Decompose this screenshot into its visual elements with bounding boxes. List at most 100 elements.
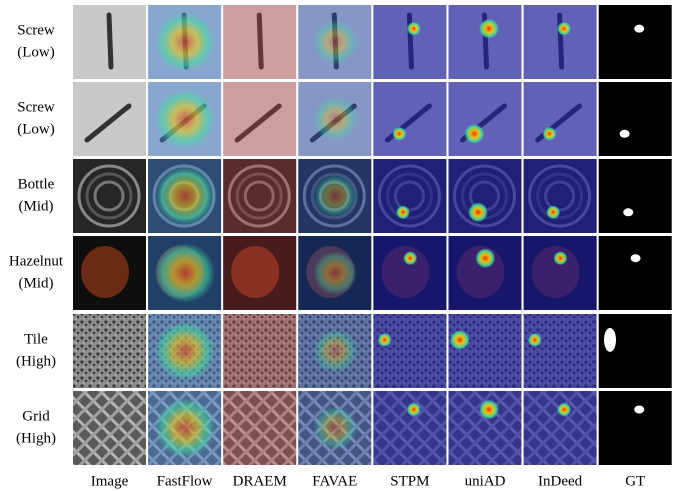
gt-mask: [599, 82, 672, 156]
cell: [524, 82, 597, 156]
cell: [223, 5, 296, 79]
cell: [449, 5, 522, 79]
anomaly: [378, 333, 392, 347]
cell: [373, 82, 446, 156]
column-label: DRAEM: [233, 473, 287, 489]
column-label: FAVAE: [312, 473, 357, 489]
column-label: GT: [625, 473, 645, 489]
cell: [298, 236, 371, 310]
heatmap-hot: [313, 406, 357, 450]
anomaly: [464, 124, 484, 144]
heatmap-hot: [155, 243, 215, 303]
heatmap: [223, 82, 296, 156]
cell: [524, 5, 597, 79]
heatmap: [449, 5, 522, 79]
cell: [223, 314, 296, 388]
anomaly: [557, 22, 571, 36]
cell: [373, 159, 446, 233]
heatmap-hot: [313, 174, 357, 218]
cell: [373, 314, 446, 388]
anomaly: [546, 205, 560, 219]
heatmap: [524, 314, 597, 388]
row-label: (Mid): [19, 275, 54, 291]
cell: [148, 159, 221, 233]
row-label: Screw: [17, 22, 55, 38]
cell: [373, 236, 446, 310]
row-label: (Low): [17, 121, 55, 137]
screw: [109, 15, 111, 67]
heatmap: [524, 391, 597, 465]
cell: [449, 82, 522, 156]
heatmap-hot: [155, 398, 215, 458]
image: [73, 314, 146, 388]
row-label: (High): [16, 353, 56, 369]
heatmap: [449, 314, 522, 388]
heatmap: [449, 82, 522, 156]
gt-region: [634, 25, 644, 33]
cell: [73, 314, 146, 388]
cell: [373, 391, 446, 465]
heatmap-hot: [155, 89, 215, 149]
heatmap-hot: [313, 251, 357, 295]
cell: [449, 391, 522, 465]
heatmap: [449, 236, 522, 310]
row-label: Hazelnut: [9, 253, 64, 269]
heatmap: [223, 236, 296, 310]
row-label: Bottle: [18, 176, 55, 192]
image: [73, 391, 146, 465]
heatmap: [373, 236, 446, 310]
anomaly: [450, 330, 470, 350]
anomaly: [475, 248, 495, 268]
heatmap: [449, 159, 522, 233]
anomaly: [468, 202, 488, 222]
cell: [449, 314, 522, 388]
anomaly: [553, 251, 567, 265]
gt-region: [631, 254, 641, 262]
heatmap: [223, 159, 296, 233]
figure: Screw(Low)Screw(Low)Bottle(Mid)Hazelnut(…: [0, 0, 686, 491]
heatmap: [373, 5, 446, 79]
anomaly: [543, 127, 557, 141]
heatmap: [524, 236, 597, 310]
cell: [73, 159, 146, 233]
cell: [298, 5, 371, 79]
gt-mask: [599, 5, 672, 79]
column-label: uniAD: [465, 473, 506, 489]
heatmap: [373, 391, 446, 465]
heatmap-hot: [313, 329, 357, 373]
cell: [148, 236, 221, 310]
row-label: Grid: [22, 408, 50, 424]
anomaly: [396, 205, 410, 219]
cell: [599, 391, 672, 465]
gt-mask: [599, 159, 672, 233]
gt-region: [620, 130, 630, 138]
anomaly: [557, 403, 571, 417]
cell: [223, 236, 296, 310]
column-label: FastFlow: [157, 473, 213, 489]
anomaly: [479, 400, 499, 420]
heatmap: [223, 5, 296, 79]
cell: [148, 5, 221, 79]
gt-mask: [599, 391, 672, 465]
heatmap: [373, 82, 446, 156]
heatmap: [373, 159, 446, 233]
gt-mask: [599, 236, 672, 310]
anomaly: [403, 251, 417, 265]
cell: [298, 391, 371, 465]
row-label: Screw: [17, 99, 55, 115]
cell: [449, 236, 522, 310]
cell: [599, 159, 672, 233]
anomaly: [407, 403, 421, 417]
cell: [148, 314, 221, 388]
cell: [298, 314, 371, 388]
hazelnut: [81, 246, 129, 298]
row-label: (High): [16, 430, 56, 446]
anomaly: [407, 22, 421, 36]
gt-region: [604, 328, 616, 352]
cell: [223, 391, 296, 465]
cell: [524, 391, 597, 465]
heatmap: [373, 314, 446, 388]
cell: [449, 159, 522, 233]
cell: [148, 82, 221, 156]
cell: [599, 314, 672, 388]
